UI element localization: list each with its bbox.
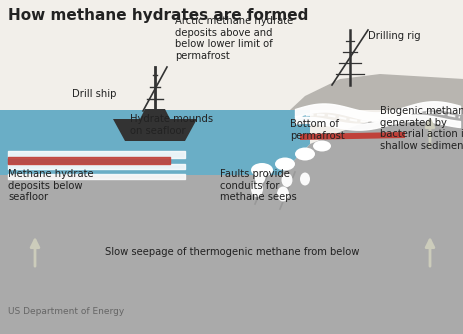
Polygon shape <box>140 109 169 119</box>
Ellipse shape <box>250 181 263 197</box>
Ellipse shape <box>250 163 272 177</box>
Text: Methane hydrate
deposits below
seafloor: Methane hydrate deposits below seafloor <box>8 169 94 202</box>
Polygon shape <box>0 110 309 175</box>
Ellipse shape <box>300 172 309 185</box>
Text: Biogenic methane
generated by
bacterial action in
shallow sediments: Biogenic methane generated by bacterial … <box>379 106 463 151</box>
Ellipse shape <box>313 141 330 152</box>
Text: Bottom of
permafrost: Bottom of permafrost <box>289 119 344 141</box>
Polygon shape <box>113 119 197 141</box>
Text: How methane hydrates are formed: How methane hydrates are formed <box>8 8 308 23</box>
Ellipse shape <box>294 148 314 161</box>
Text: Hydrate mounds
on seafloor: Hydrate mounds on seafloor <box>130 114 213 136</box>
Ellipse shape <box>275 158 294 170</box>
Polygon shape <box>300 132 404 140</box>
Polygon shape <box>289 74 463 110</box>
Polygon shape <box>0 100 463 334</box>
Text: Drilling rig: Drilling rig <box>367 31 420 41</box>
Text: Slow seepage of thermogenic methane from below: Slow seepage of thermogenic methane from… <box>105 247 358 257</box>
Text: Arctic methane hydrate
deposits above and
below lower limit of
permafrost: Arctic methane hydrate deposits above an… <box>175 16 293 61</box>
Ellipse shape <box>254 170 265 184</box>
Text: US Department of Energy: US Department of Energy <box>8 307 124 316</box>
Ellipse shape <box>281 173 292 187</box>
Ellipse shape <box>276 186 288 201</box>
Text: Drill ship: Drill ship <box>72 89 116 99</box>
Text: Faults provide
conduits for
methane seeps: Faults provide conduits for methane seep… <box>219 169 296 202</box>
